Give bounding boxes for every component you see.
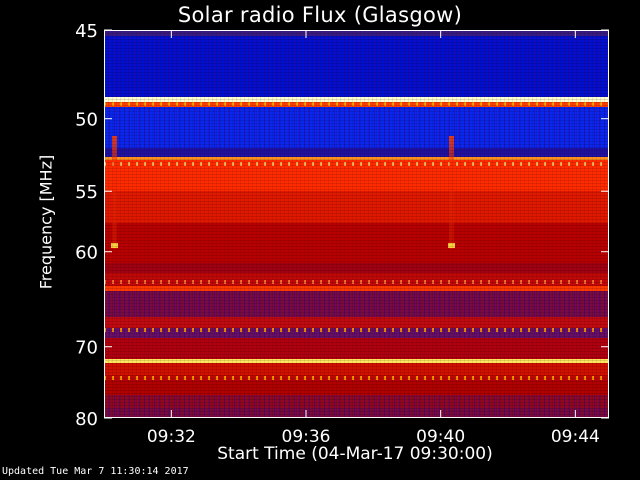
frequency-bands [104,30,609,418]
frequency-band [104,316,609,329]
frequency-band [104,358,609,363]
band-speckle [104,328,609,339]
burst-streak [112,135,118,250]
burst-peak [111,242,119,248]
x-tick-label: 09:32 [147,427,196,447]
x-tick-label: 09:44 [551,427,600,447]
periodic-interference-line [104,280,609,285]
periodic-interference-line [104,375,609,380]
frequency-band [104,97,609,103]
y-tick-label: 45 [75,21,98,42]
periodic-interference-line [104,327,609,332]
burst-streak [448,135,454,250]
periodic-interference-line [104,102,609,107]
updated-timestamp: Updated Tue Mar 7 11:30:14 2017 [2,466,189,477]
frequency-band [104,362,609,375]
y-tick-label: 80 [75,409,98,430]
band-speckle [104,106,609,148]
x-axis-label: Start Time (04-Mar-17 09:30:00) [217,444,493,464]
burst-peak [447,242,455,248]
frequency-band [104,147,609,157]
frequency-band [104,222,609,263]
frequency-band [104,380,609,396]
frequency-band [104,156,609,161]
frequency-band [104,191,609,223]
y-tick-label: 70 [75,338,98,359]
band-speckle [104,291,609,317]
x-tick-label: 09:36 [282,427,331,447]
x-tick-label: 09:40 [416,427,465,447]
frequency-band [104,30,609,36]
y-tick-label: 60 [75,243,98,264]
frequency-band [104,262,609,274]
band-speckle [104,35,609,98]
y-tick-label: 50 [75,110,98,131]
frequency-band [104,338,609,359]
band-speckle [104,395,609,418]
y-tick-label: 55 [75,182,98,203]
chart-title: Solar radio Flux (Glasgow) [177,3,463,27]
periodic-interference-line [104,161,609,166]
frequency-band [104,286,609,292]
